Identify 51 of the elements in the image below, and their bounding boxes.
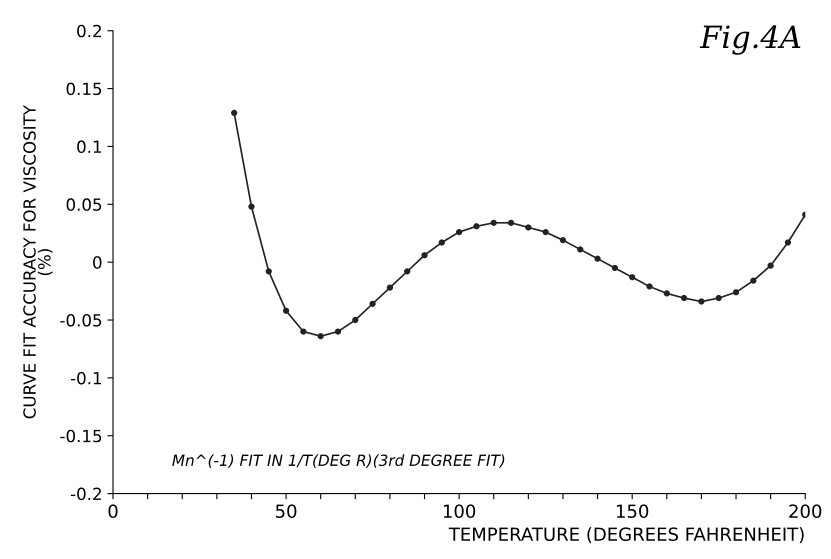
point [784,239,792,246]
point [231,110,238,116]
point [490,220,497,226]
point [560,237,566,244]
annotation: Fig.4A [700,25,800,55]
x-tick-label: 200 [789,504,822,518]
point [404,268,410,275]
point [732,289,740,296]
point [629,274,636,280]
point [577,246,584,253]
point [698,298,705,305]
point [646,283,653,290]
point [716,294,722,302]
y-tick-label: 0.2 [77,24,101,38]
x-tick-label: 150 [616,504,648,518]
point [369,300,376,307]
point [300,328,307,335]
point [680,294,688,302]
annotation: Mn^(-1) FIT IN 1/T(DEG R)(3rd DEGREE FIT) [172,454,504,468]
x-tick-label: 50 [276,504,296,518]
y-axis-title: CURVE FIT ACCURACY FOR VISCOSITY (%) [23,105,53,418]
point [352,316,358,324]
y-tick-label: 0.15 [66,82,102,96]
point [386,284,394,291]
point [542,228,549,236]
y-tick-label: -0.05 [60,314,102,327]
y-tick-label: -0.15 [60,430,102,442]
point [612,264,618,272]
point [750,278,756,284]
point [334,328,342,335]
point [421,252,428,258]
y-tick-label: -0.2 [70,488,101,500]
point [266,268,272,275]
x-tick-label: 100 [444,504,476,518]
point [318,333,324,340]
point [473,223,480,230]
y-tick-label: 0 [93,256,102,269]
x-tick-label: 0 [108,504,118,518]
y-tick-label: 0.05 [66,198,102,211]
point [525,224,532,231]
point [438,239,445,246]
y-tick-label: 0.1 [77,140,102,154]
point [594,256,601,262]
x-axis-title: TEMPERATURE (DEGREES FAHRENHEIT) [448,527,804,544]
point [508,220,514,226]
point [248,204,255,210]
point [664,290,670,297]
point [768,262,774,269]
y-tick-label: -0.1 [70,372,102,384]
point [282,308,290,314]
point [456,228,462,236]
